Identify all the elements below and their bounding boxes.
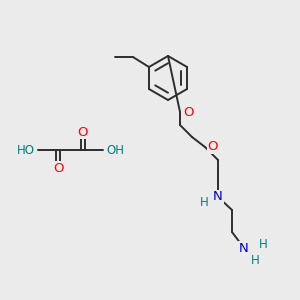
Text: H: H (250, 254, 260, 266)
Text: HO: HO (17, 143, 35, 157)
Text: OH: OH (106, 143, 124, 157)
Text: N: N (239, 242, 249, 254)
Text: O: O (53, 161, 63, 175)
Text: H: H (259, 238, 267, 251)
Text: O: O (184, 106, 194, 118)
Text: O: O (208, 140, 218, 154)
Text: O: O (78, 125, 88, 139)
Text: N: N (213, 190, 223, 203)
Text: H: H (200, 196, 208, 209)
